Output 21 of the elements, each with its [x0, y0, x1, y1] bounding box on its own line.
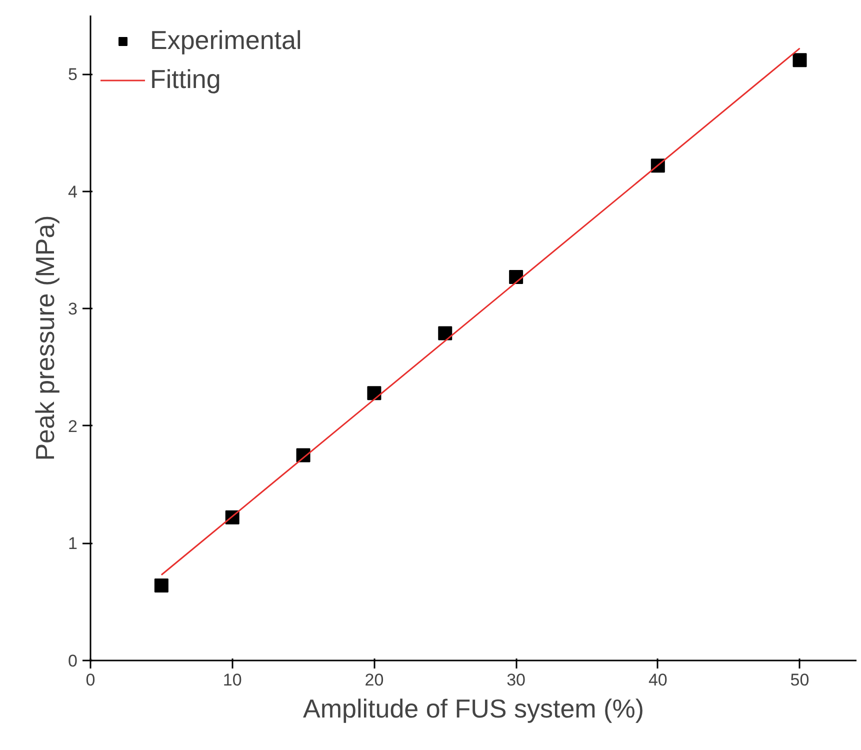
y-tick-label: 1	[68, 534, 78, 554]
point	[438, 326, 452, 340]
y-tick-label: 4	[68, 182, 78, 202]
y-tick-label: 2	[68, 416, 78, 436]
point	[792, 53, 807, 68]
x-tick-label: 30	[506, 670, 526, 690]
y-axis-title: Peak pressure (MPa)	[30, 215, 60, 461]
y-tick-label: 0	[68, 652, 78, 670]
x-tick-label: 40	[648, 670, 668, 690]
point	[509, 270, 524, 284]
x-tick-label: 20	[364, 670, 384, 690]
legend-label: Experimental	[150, 25, 302, 56]
x-tick-label: 0	[86, 670, 96, 690]
x-axis-title: Amplitude of FUS system (%)	[303, 694, 644, 724]
x-tick-label: 10	[222, 670, 242, 690]
x-tick-label: 50	[790, 670, 810, 690]
y-tick-label: 5	[68, 65, 78, 84]
point	[367, 386, 382, 400]
y-tick-label: 3	[68, 300, 78, 319]
point	[154, 578, 168, 592]
legend-label: Fitting	[150, 64, 221, 95]
